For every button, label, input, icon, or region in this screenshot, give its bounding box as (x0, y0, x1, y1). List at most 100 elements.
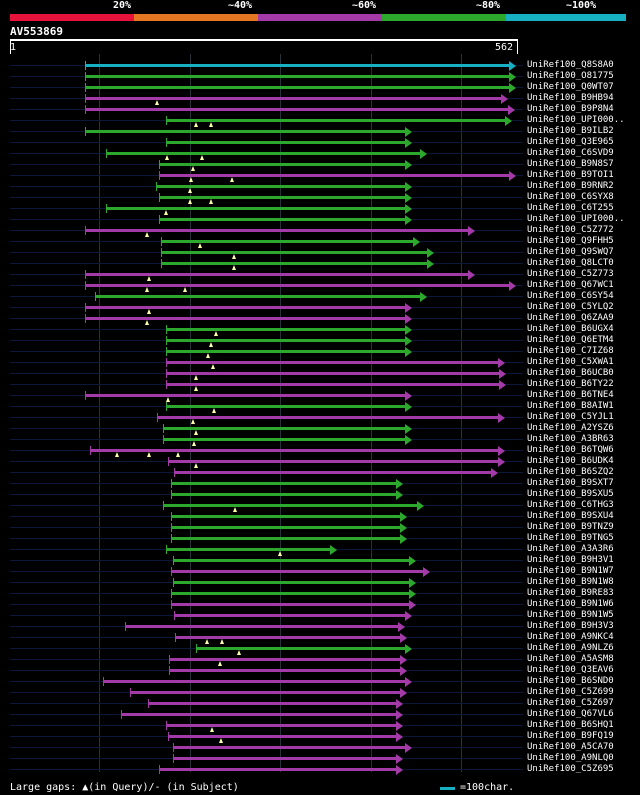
hit-label[interactable]: UniRef100_B6TQW6 (527, 445, 614, 455)
hit-alignment-bar[interactable] (163, 438, 405, 441)
hit-alignment-bar[interactable] (166, 339, 405, 342)
hit-alignment-bar[interactable] (175, 636, 400, 639)
hit-label[interactable]: UniRef100_B9TNZ9 (527, 522, 614, 532)
hit-label[interactable]: UniRef100_A9NLZ6 (527, 643, 614, 653)
hit-alignment-bar[interactable] (166, 361, 498, 364)
hit-label[interactable]: UniRef100_B9N1W7 (527, 566, 614, 576)
hit-label[interactable]: UniRef100_B6SHQ1 (527, 720, 614, 730)
hit-label[interactable]: UniRef100_B9RNR2 (527, 181, 614, 191)
hit-alignment-bar[interactable] (106, 207, 405, 210)
hit-label[interactable]: UniRef100_B9RE83 (527, 588, 614, 598)
hit-label[interactable]: UniRef100_UPI000.. (527, 115, 625, 125)
hit-alignment-bar[interactable] (168, 735, 396, 738)
hit-alignment-bar[interactable] (159, 174, 509, 177)
hit-label[interactable]: UniRef100_B9SXU5 (527, 489, 614, 499)
hit-label[interactable]: UniRef100_A9NKC4 (527, 632, 614, 642)
hit-label[interactable]: UniRef100_C5Z772 (527, 225, 614, 235)
hit-alignment-bar[interactable] (130, 691, 400, 694)
hit-alignment-bar[interactable] (166, 548, 330, 551)
hit-alignment-bar[interactable] (168, 460, 498, 463)
hit-alignment-bar[interactable] (85, 97, 501, 100)
hit-alignment-bar[interactable] (121, 713, 396, 716)
hit-label[interactable]: UniRef100_C6THG3 (527, 500, 614, 510)
hit-label[interactable]: UniRef100_A3BR63 (527, 434, 614, 444)
hit-alignment-bar[interactable] (173, 581, 409, 584)
hit-label[interactable]: UniRef100_A2YSZ6 (527, 423, 614, 433)
hit-label[interactable]: UniRef100_B9N1W5 (527, 610, 614, 620)
hit-label[interactable]: UniRef100_C5Z697 (527, 698, 614, 708)
hit-label[interactable]: UniRef100_C6SVD9 (527, 148, 614, 158)
hit-alignment-bar[interactable] (159, 218, 405, 221)
hit-alignment-bar[interactable] (103, 680, 405, 683)
hit-alignment-bar[interactable] (85, 317, 405, 320)
hit-label[interactable]: UniRef100_Q3EAV6 (527, 665, 614, 675)
hit-alignment-bar[interactable] (173, 757, 396, 760)
hit-alignment-bar[interactable] (171, 592, 409, 595)
hit-alignment-bar[interactable] (161, 262, 427, 265)
hit-label[interactable]: UniRef100_B9N1W8 (527, 577, 614, 587)
hit-label[interactable]: UniRef100_B9SXT7 (527, 478, 614, 488)
hit-label[interactable]: UniRef100_C6SY54 (527, 291, 614, 301)
hit-label[interactable]: UniRef100_B9H3V3 (527, 621, 614, 631)
hit-label[interactable]: UniRef100_A3A3R6 (527, 544, 614, 554)
hit-label[interactable]: UniRef100_B6UDK4 (527, 456, 614, 466)
hit-alignment-bar[interactable] (85, 108, 508, 111)
hit-alignment-bar[interactable] (166, 405, 405, 408)
hit-alignment-bar[interactable] (163, 427, 405, 430)
hit-alignment-bar[interactable] (171, 482, 396, 485)
hit-label[interactable]: UniRef100_B9HB94 (527, 93, 614, 103)
hit-label[interactable]: UniRef100_B9P8N4 (527, 104, 614, 114)
hit-alignment-bar[interactable] (174, 471, 491, 474)
hit-alignment-bar[interactable] (169, 669, 400, 672)
hit-alignment-bar[interactable] (159, 768, 396, 771)
hit-alignment-bar[interactable] (85, 273, 468, 276)
hit-label[interactable]: UniRef100_C5Z699 (527, 687, 614, 697)
hit-alignment-bar[interactable] (85, 64, 509, 67)
hit-label[interactable]: UniRef100_B9TOI1 (527, 170, 614, 180)
hit-label[interactable]: UniRef100_Q6ETM4 (527, 335, 614, 345)
hit-alignment-bar[interactable] (95, 295, 420, 298)
hit-alignment-bar[interactable] (159, 196, 405, 199)
hit-label[interactable]: UniRef100_Q67VL6 (527, 709, 614, 719)
hit-alignment-bar[interactable] (166, 328, 405, 331)
hit-alignment-bar[interactable] (169, 658, 400, 661)
hit-label[interactable]: UniRef100_C6SYX8 (527, 192, 614, 202)
hit-label[interactable]: UniRef100_Q9FHH5 (527, 236, 614, 246)
hit-label[interactable]: UniRef100_UPI000.. (527, 214, 625, 224)
hit-alignment-bar[interactable] (171, 493, 396, 496)
hit-label[interactable]: UniRef100_C5Z695 (527, 764, 614, 774)
hit-label[interactable]: UniRef100_B6UGX4 (527, 324, 614, 334)
hit-alignment-bar[interactable] (85, 86, 509, 89)
hit-alignment-bar[interactable] (163, 504, 417, 507)
hit-alignment-bar[interactable] (148, 702, 396, 705)
hit-alignment-bar[interactable] (85, 394, 405, 397)
hit-alignment-bar[interactable] (166, 383, 499, 386)
hit-alignment-bar[interactable] (196, 647, 405, 650)
hit-label[interactable]: UniRef100_B9ILB2 (527, 126, 614, 136)
hit-label[interactable]: UniRef100_B6TNE4 (527, 390, 614, 400)
hit-label[interactable]: UniRef100_Q3E965 (527, 137, 614, 147)
hit-label[interactable]: UniRef100_B9TNG5 (527, 533, 614, 543)
hit-label[interactable]: UniRef100_Q8S8A0 (527, 60, 614, 70)
hit-label[interactable]: UniRef100_Q6ZAA9 (527, 313, 614, 323)
hit-alignment-bar[interactable] (85, 284, 509, 287)
hit-alignment-bar[interactable] (85, 229, 468, 232)
hit-label[interactable]: UniRef100_B9FQ19 (527, 731, 614, 741)
hit-label[interactable]: UniRef100_B6SND0 (527, 676, 614, 686)
hit-alignment-bar[interactable] (166, 141, 405, 144)
hit-label[interactable]: UniRef100_B8AIW1 (527, 401, 614, 411)
hit-alignment-bar[interactable] (106, 152, 420, 155)
hit-alignment-bar[interactable] (125, 625, 398, 628)
hit-alignment-bar[interactable] (85, 75, 509, 78)
hit-alignment-bar[interactable] (85, 306, 405, 309)
hit-alignment-bar[interactable] (171, 570, 423, 573)
hit-label[interactable]: UniRef100_A9NLQ0 (527, 753, 614, 763)
hit-alignment-bar[interactable] (161, 240, 413, 243)
hit-alignment-bar[interactable] (161, 251, 427, 254)
hit-alignment-bar[interactable] (171, 526, 400, 529)
hit-alignment-bar[interactable] (173, 746, 405, 749)
hit-alignment-bar[interactable] (171, 603, 409, 606)
hit-label[interactable]: UniRef100_C7IZ68 (527, 346, 614, 356)
hit-label[interactable]: UniRef100_A5ASM8 (527, 654, 614, 664)
hit-label[interactable]: UniRef100_C6T255 (527, 203, 614, 213)
